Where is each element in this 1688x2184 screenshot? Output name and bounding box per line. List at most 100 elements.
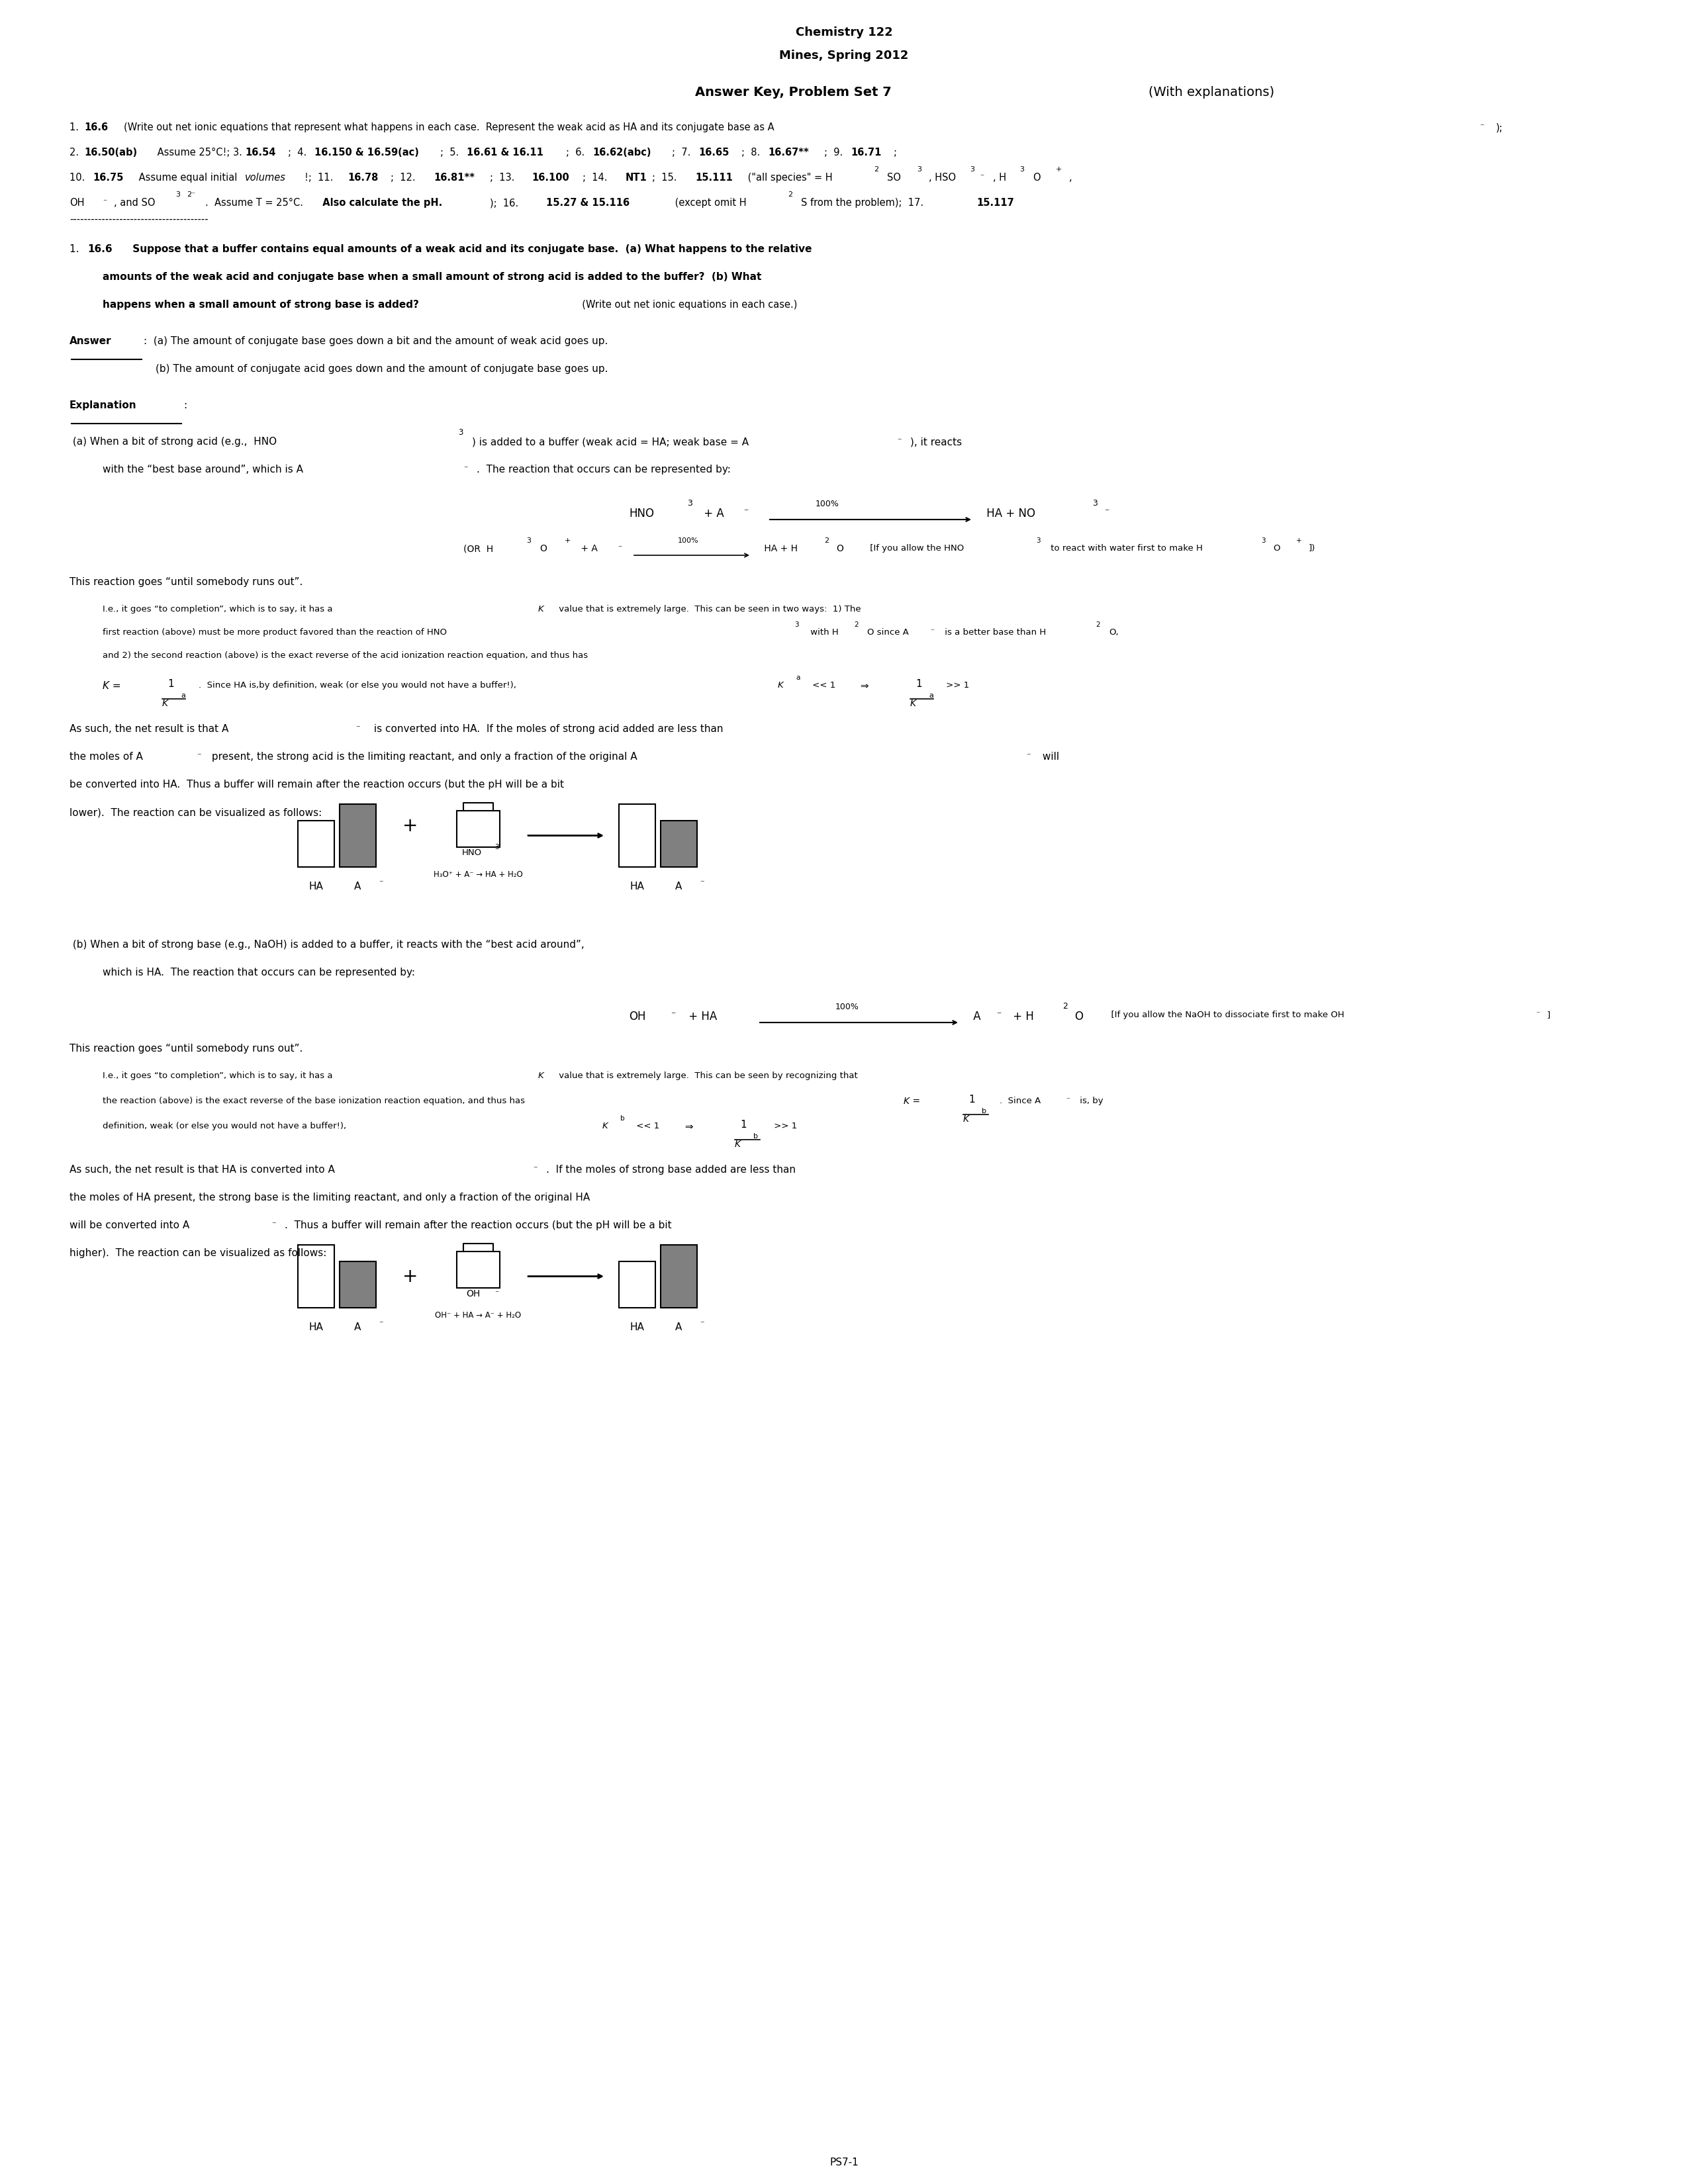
- Text: 1: 1: [739, 1120, 746, 1129]
- Text: is converted into HA.  If the moles of strong acid added are less than: is converted into HA. If the moles of st…: [371, 725, 722, 734]
- Text: (With explanations): (With explanations): [1148, 85, 1274, 98]
- Bar: [297, 821, 334, 867]
- Text: (Write out net ionic equations that represent what happens in each case.  Repres: (Write out net ionic equations that repr…: [123, 122, 775, 133]
- Text: Answer: Answer: [69, 336, 111, 345]
- Text: definition, weak (or else you would not have a buffer!),: definition, weak (or else you would not …: [103, 1123, 351, 1131]
- Text: Assume 25°C!; 3.: Assume 25°C!; 3.: [154, 149, 245, 157]
- Text: the moles of A: the moles of A: [69, 751, 143, 762]
- Text: (b) When a bit of strong base (e.g., NaOH) is added to a buffer, it reacts with : (b) When a bit of strong base (e.g., NaO…: [69, 939, 584, 950]
- Text: .  Since HA is,by definition, weak (or else you would not have a buffer!),: . Since HA is,by definition, weak (or el…: [199, 681, 522, 690]
- Text: OH: OH: [69, 199, 84, 207]
- Bar: [339, 1262, 376, 1308]
- Bar: [619, 1262, 655, 1308]
- Text: and 2) the second reaction (above) is the exact reverse of the acid ionization r: and 2) the second reaction (above) is th…: [103, 651, 587, 660]
- Text: 3: 3: [457, 428, 463, 437]
- Text: ⁻: ⁻: [618, 544, 621, 553]
- Text: with the “best base around”, which is A: with the “best base around”, which is A: [103, 465, 304, 474]
- Text: As such, the net result is that HA is converted into A: As such, the net result is that HA is co…: [69, 1164, 334, 1175]
- Text: K: K: [734, 1140, 741, 1149]
- Text: 16.6: 16.6: [84, 122, 108, 133]
- Text: 2: 2: [854, 622, 858, 629]
- Text: ;  5.: ; 5.: [441, 149, 463, 157]
- Text: O,: O,: [1109, 629, 1119, 638]
- Text: higher).  The reaction can be visualized as follows:: higher). The reaction can be visualized …: [69, 1249, 326, 1258]
- Text: 1: 1: [969, 1094, 976, 1105]
- Text: 16.71: 16.71: [851, 149, 881, 157]
- Text: ⁻: ⁻: [495, 1289, 500, 1297]
- Text: K: K: [778, 681, 783, 690]
- Text: +: +: [1296, 537, 1301, 544]
- Text: This reaction goes “until somebody runs out”.: This reaction goes “until somebody runs …: [69, 1044, 302, 1053]
- Text: 15.27 & 15.116: 15.27 & 15.116: [547, 199, 630, 207]
- Text: (Write out net ionic equations in each case.): (Write out net ionic equations in each c…: [576, 299, 797, 310]
- Text: happens when a small amount of strong base is added?: happens when a small amount of strong ba…: [103, 299, 419, 310]
- Text: O: O: [540, 544, 547, 553]
- Text: Also calculate the pH.: Also calculate the pH.: [316, 199, 442, 207]
- Text: +: +: [403, 817, 419, 834]
- Text: 16.62(abc): 16.62(abc): [592, 149, 652, 157]
- Text: (OR  H: (OR H: [464, 544, 493, 553]
- Text: A: A: [675, 1321, 682, 1332]
- Text: );  16.: ); 16.: [490, 199, 522, 207]
- Text: ), it reacts: ), it reacts: [910, 437, 962, 448]
- Text: << 1: << 1: [633, 1123, 660, 1131]
- Text: Mines, Spring 2012: Mines, Spring 2012: [780, 50, 908, 61]
- Text: 3: 3: [527, 537, 532, 544]
- Text: 2: 2: [874, 166, 878, 173]
- Text: 16.65: 16.65: [699, 149, 729, 157]
- Text: ;: ;: [893, 149, 896, 157]
- Text: ;  9.: ; 9.: [824, 149, 846, 157]
- Text: with H: with H: [807, 629, 839, 638]
- Text: I.e., it goes “to completion”, which is to say, it has a: I.e., it goes “to completion”, which is …: [103, 1072, 336, 1081]
- Text: PS7-1: PS7-1: [829, 2158, 859, 2167]
- Text: .  The reaction that occurs can be represented by:: . The reaction that occurs can be repres…: [476, 465, 731, 474]
- Bar: [619, 804, 655, 867]
- Text: , H: , H: [993, 173, 1006, 183]
- Text: 10.: 10.: [69, 173, 88, 183]
- Text: be converted into HA.  Thus a buffer will remain after the reaction occurs (but : be converted into HA. Thus a buffer will…: [69, 780, 564, 791]
- Text: 3: 3: [176, 192, 181, 199]
- Text: K: K: [910, 699, 917, 708]
- Text: 3: 3: [795, 622, 798, 629]
- Text: 2: 2: [1062, 1002, 1067, 1011]
- Text: 100%: 100%: [836, 1002, 859, 1011]
- Text: O: O: [836, 544, 844, 553]
- Text: 3: 3: [495, 843, 500, 850]
- Text: K =: K =: [903, 1096, 920, 1105]
- Text: A: A: [971, 1011, 981, 1022]
- Text: ;  15.: ; 15.: [652, 173, 680, 183]
- Text: ⁻: ⁻: [464, 465, 468, 474]
- Text: !;  11.: !; 11.: [304, 173, 336, 183]
- Text: 2: 2: [788, 192, 792, 199]
- Text: ]): ]): [1308, 544, 1315, 553]
- Text: the moles of HA present, the strong base is the limiting reactant, and only a fr: the moles of HA present, the strong base…: [69, 1192, 591, 1203]
- Text: 16.150 & 16.59(ac): 16.150 & 16.59(ac): [314, 149, 419, 157]
- Text: 16.54: 16.54: [245, 149, 275, 157]
- Text: ;  7.: ; 7.: [672, 149, 694, 157]
- Text: + H: + H: [1009, 1011, 1033, 1022]
- Text: Chemistry 122: Chemistry 122: [795, 26, 893, 39]
- Text: ⁻: ⁻: [103, 199, 106, 207]
- Text: amounts of the weak acid and conjugate base when a small amount of strong acid i: amounts of the weak acid and conjugate b…: [103, 273, 761, 282]
- Text: 15.111: 15.111: [695, 173, 733, 183]
- Text: ;  14.: ; 14.: [582, 173, 611, 183]
- Text: 2: 2: [1096, 622, 1101, 629]
- Text: );: );: [1496, 122, 1502, 133]
- Text: As such, the net result is that A: As such, the net result is that A: [69, 725, 228, 734]
- Text: is, by: is, by: [1077, 1096, 1104, 1105]
- Text: ;  6.: ; 6.: [565, 149, 587, 157]
- Text: A: A: [675, 882, 682, 891]
- Text: ⁻: ⁻: [380, 1319, 383, 1328]
- Text: value that is extremely large.  This can be seen by recognizing that: value that is extremely large. This can …: [555, 1072, 858, 1081]
- Text: ⁻: ⁻: [272, 1221, 275, 1230]
- Text: .  Thus a buffer will remain after the reaction occurs (but the pH will be a bit: . Thus a buffer will remain after the re…: [285, 1221, 672, 1230]
- Text: + HA: + HA: [685, 1011, 717, 1022]
- Text: 16.81**: 16.81**: [434, 173, 474, 183]
- Bar: [660, 821, 697, 867]
- Text: O: O: [1273, 544, 1280, 553]
- Text: ;  8.: ; 8.: [741, 149, 763, 157]
- Text: ;  4.: ; 4.: [289, 149, 309, 157]
- Text: + A: + A: [577, 544, 598, 553]
- Text: 3: 3: [1020, 166, 1025, 173]
- Text: O since A: O since A: [868, 629, 908, 638]
